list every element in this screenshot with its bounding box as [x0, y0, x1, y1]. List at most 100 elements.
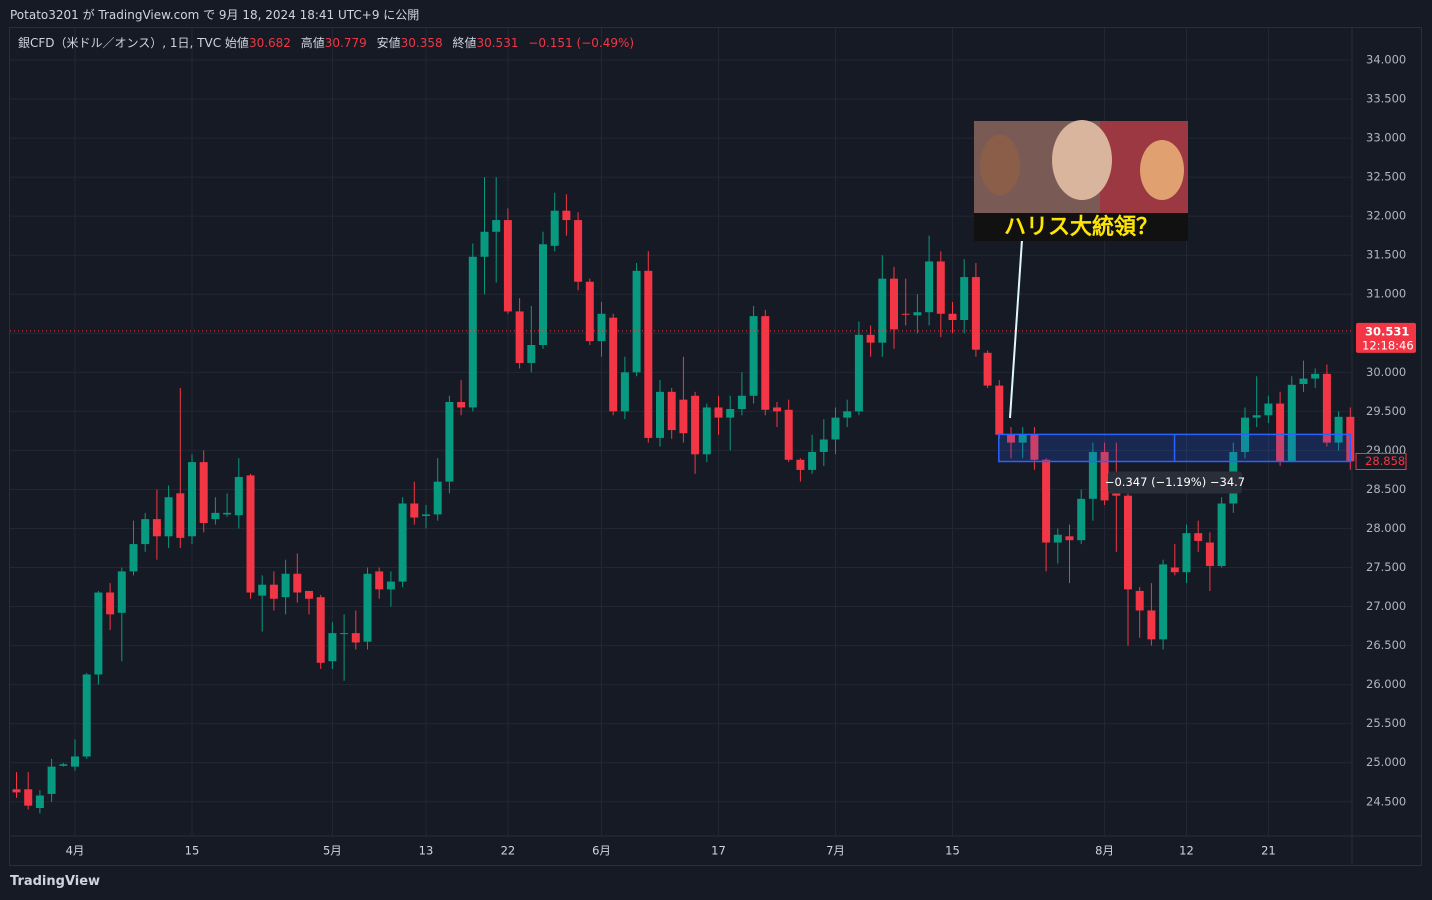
y-tick-label: 26.500: [1366, 638, 1406, 652]
candle-body: [539, 244, 547, 345]
candle-body: [796, 459, 805, 470]
candle-body: [328, 633, 337, 662]
candle-body: [609, 317, 618, 412]
candle-body: [773, 407, 781, 412]
y-tick-label: 33.000: [1366, 131, 1406, 145]
candle-body: [176, 493, 185, 538]
close-label: 終値: [452, 36, 477, 50]
face-center: [1052, 120, 1112, 200]
candle-body: [702, 407, 711, 455]
candle-body: [667, 391, 676, 431]
candle-body: [1287, 384, 1296, 462]
candle-body: [854, 334, 863, 412]
x-tick-label: 15: [185, 844, 200, 858]
countdown: 12:18:46: [1362, 338, 1414, 352]
candle-body: [398, 503, 407, 582]
candle-body: [152, 519, 161, 537]
caption-bar: [974, 213, 1188, 241]
candle-body: [1311, 373, 1320, 379]
low-value: 30.358: [400, 36, 443, 50]
candle-body: [129, 544, 138, 572]
x-tick-label: 6月: [592, 844, 611, 858]
candle-body: [1334, 416, 1343, 443]
y-tick-label: 32.000: [1366, 209, 1406, 223]
x-tick-label: 17: [711, 844, 726, 858]
x-tick-label: 13: [419, 844, 434, 858]
candle-body: [1299, 378, 1308, 385]
candle-body: [1135, 590, 1144, 611]
candles: [12, 177, 1355, 814]
candle-body: [59, 764, 68, 766]
y-tick-label: 25.500: [1366, 716, 1406, 730]
candle-body: [211, 512, 220, 520]
candle-body: [1018, 434, 1027, 443]
y-tick-label: 32.500: [1366, 170, 1406, 184]
candle-body: [948, 313, 957, 321]
candle-body: [831, 417, 840, 440]
candle-body: [164, 497, 173, 537]
candle-body: [749, 316, 758, 396]
measure-price-box: [1355, 452, 1407, 470]
candle-body: [808, 451, 817, 470]
candle-body: [819, 439, 828, 452]
x-tick-label: 15: [945, 844, 960, 858]
candle-body: [410, 503, 419, 518]
candle-body: [585, 281, 594, 342]
candle-body: [1053, 534, 1062, 543]
candle-body: [983, 352, 992, 386]
x-tick-label: 4月: [66, 844, 85, 858]
x-tick-label: 21: [1261, 844, 1276, 858]
symbol: 銀CFD（米ドル／オンス）, 1日, TVC: [18, 36, 222, 50]
candle-body: [340, 633, 349, 635]
candle-body: [106, 592, 115, 615]
open-label: 始値: [224, 36, 249, 50]
measure-label: −0.347 (−1.19%) −34.7: [1105, 475, 1245, 489]
y-tick-label: 33.500: [1366, 92, 1406, 106]
y-tick-label: 24.500: [1366, 794, 1406, 808]
candle-body: [47, 766, 56, 794]
change: −0.151 (−0.49%): [528, 36, 635, 50]
candle-body: [422, 514, 430, 516]
open-value: 30.682: [248, 36, 291, 50]
brand[interactable]: TradingView: [10, 874, 100, 889]
candle-body: [1217, 503, 1226, 566]
candle-body: [1042, 459, 1051, 543]
candle-body: [94, 592, 103, 675]
candle-body: [141, 519, 150, 545]
candle-body: [492, 220, 501, 232]
candle-body: [82, 674, 91, 757]
measure-label-box: [1108, 471, 1242, 494]
brand-text[interactable]: TradingView: [10, 874, 101, 889]
candle-body: [386, 581, 395, 590]
candle-body: [305, 590, 313, 599]
y-tick-label: 26.000: [1366, 677, 1406, 691]
candle-body: [1030, 434, 1039, 460]
candle-body: [620, 372, 629, 412]
candle-body: [913, 312, 922, 316]
candle-body: [925, 261, 934, 313]
x-tick-label: 7月: [826, 844, 845, 858]
publish-info: Potato3201 が TradingView.com で 9月 18, 20…: [10, 8, 420, 22]
candle-body: [1100, 451, 1109, 501]
candle-body: [468, 256, 477, 408]
candle-body: [784, 409, 793, 460]
last-price-box: [1356, 322, 1416, 353]
candle-body: [656, 391, 664, 438]
candle-body: [737, 395, 746, 410]
candle-body: [258, 584, 267, 596]
candle-body: [632, 270, 641, 373]
x-tick-label: 5月: [323, 844, 342, 858]
candle-body: [1194, 533, 1203, 541]
candle-body: [971, 277, 980, 350]
candle-body: [351, 633, 360, 643]
candle-body: [293, 573, 302, 593]
candle-body: [890, 278, 898, 330]
face-right: [1140, 140, 1184, 200]
candle-body: [1276, 403, 1285, 462]
candle-body: [843, 411, 852, 418]
close-value: 30.531: [476, 36, 519, 50]
candle-body: [866, 334, 875, 343]
candle-body: [691, 395, 700, 455]
callout-pointer: [1009, 239, 1023, 419]
